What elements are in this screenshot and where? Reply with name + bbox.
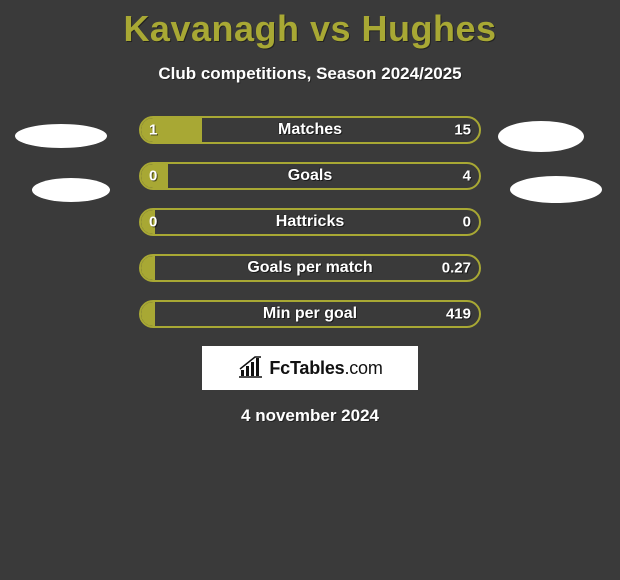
bar-value-left: 0 xyxy=(149,214,157,231)
stat-bar: 1 15 Matches xyxy=(139,116,481,144)
logo-brand: FcTables xyxy=(269,358,344,378)
date-line: 4 november 2024 xyxy=(0,406,620,426)
logo-suffix: .com xyxy=(344,358,382,378)
bar-value-right: 15 xyxy=(454,122,471,139)
bar-label: Hattricks xyxy=(276,213,344,231)
decorative-ellipse xyxy=(15,124,107,148)
bar-value-right: 0.27 xyxy=(442,260,471,277)
bar-label: Min per goal xyxy=(263,305,357,323)
fctables-logo: FcTables.com xyxy=(202,346,418,390)
decorative-ellipse xyxy=(510,176,602,203)
bar-value-right: 0 xyxy=(463,214,471,231)
subtitle: Club competitions, Season 2024/2025 xyxy=(0,64,620,84)
bar-fill xyxy=(141,256,155,280)
bar-value-right: 419 xyxy=(446,306,471,323)
decorative-ellipse xyxy=(32,178,110,202)
page-title: Kavanagh vs Hughes xyxy=(0,0,620,50)
stat-bar: 0 4 Goals xyxy=(139,162,481,190)
chart-icon xyxy=(237,356,265,380)
bar-value-right: 4 xyxy=(463,168,471,185)
bar-label: Matches xyxy=(278,121,342,139)
bar-label: Goals xyxy=(288,167,332,185)
stat-bar: 419 Min per goal xyxy=(139,300,481,328)
logo-text: FcTables.com xyxy=(269,358,382,379)
decorative-ellipse xyxy=(498,121,584,152)
bar-fill xyxy=(141,302,155,326)
bar-label: Goals per match xyxy=(247,259,372,277)
stat-bar: 0 0 Hattricks xyxy=(139,208,481,236)
bar-value-left: 0 xyxy=(149,168,157,185)
bar-value-left: 1 xyxy=(149,122,157,139)
stat-bar: 0.27 Goals per match xyxy=(139,254,481,282)
